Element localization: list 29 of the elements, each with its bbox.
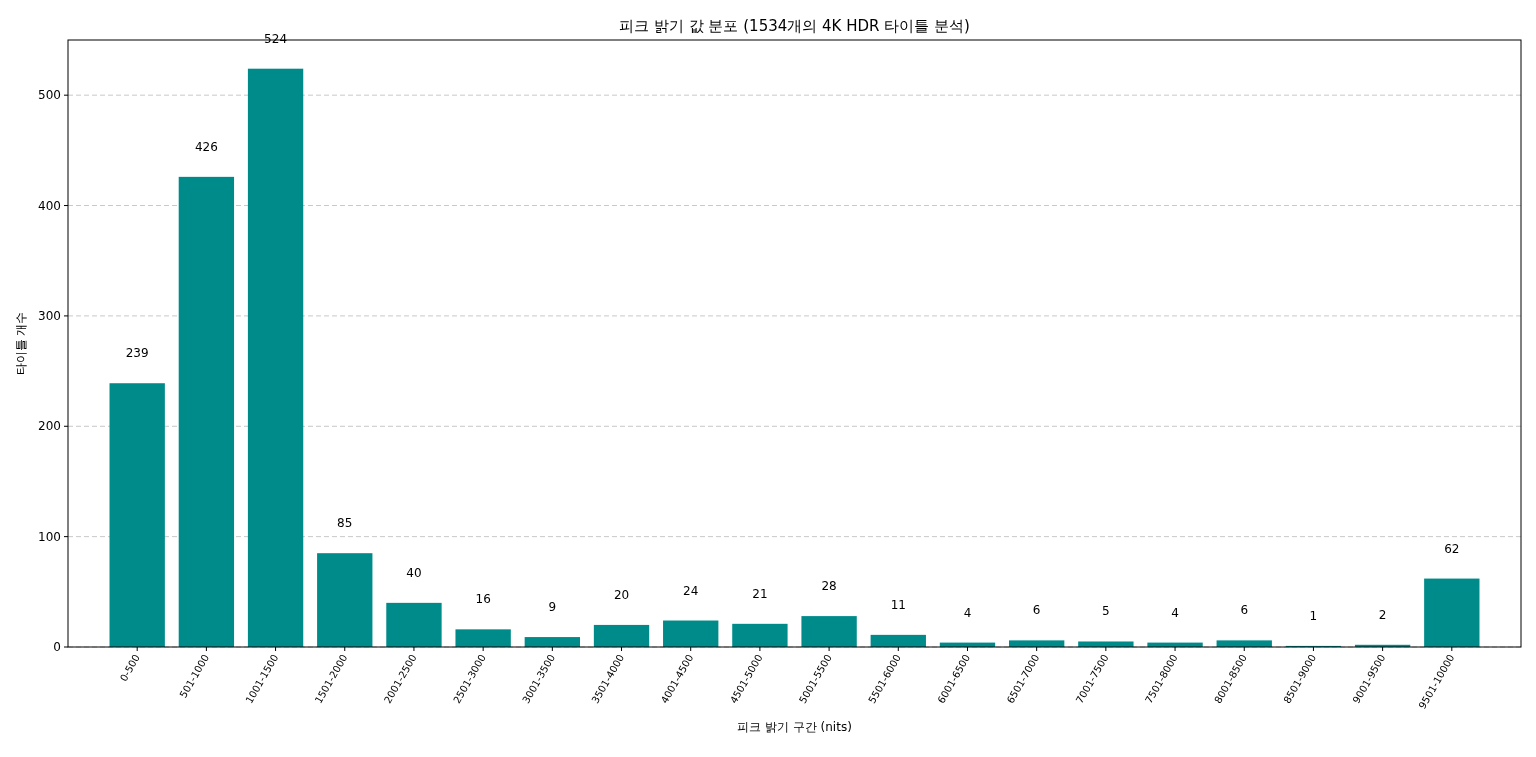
data-label: 16 <box>475 592 491 607</box>
data-label: 239 <box>125 346 149 361</box>
x-axis-title: 피크 밝기 구간 (nits) <box>737 720 852 734</box>
data-label: 24 <box>683 583 699 598</box>
data-label: 62 <box>1444 541 1460 556</box>
data-label: 28 <box>821 579 837 594</box>
y-tick-label: 500 <box>38 88 61 103</box>
data-label: 5 <box>1102 604 1110 619</box>
data-label: 40 <box>406 565 422 580</box>
y-tick-label: 400 <box>38 198 61 213</box>
y-tick-label: 300 <box>38 308 61 323</box>
data-label: 6 <box>1240 603 1249 618</box>
data-label: 4 <box>963 605 972 620</box>
y-axis-title: 타이틀 개수 <box>14 311 28 376</box>
data-label: 6 <box>1032 603 1041 618</box>
data-label: 9 <box>548 600 557 615</box>
chart-title: 피크 밝기 값 분포 (1534개의 4K HDR 타이틀 분석) <box>619 17 970 35</box>
data-label: 11 <box>890 597 906 612</box>
data-label: 21 <box>752 586 768 601</box>
data-label: 426 <box>194 139 218 154</box>
y-tick-label: 0 <box>53 640 61 654</box>
data-label: 20 <box>613 587 630 602</box>
data-label: 1 <box>1309 608 1318 623</box>
y-tick-label: 100 <box>38 529 61 544</box>
y-tick-label: 200 <box>38 419 61 434</box>
data-label: 4 <box>1171 605 1179 620</box>
data-label: 524 <box>264 31 288 46</box>
data-label: 2 <box>1378 607 1387 622</box>
data-label: 85 <box>337 516 353 531</box>
